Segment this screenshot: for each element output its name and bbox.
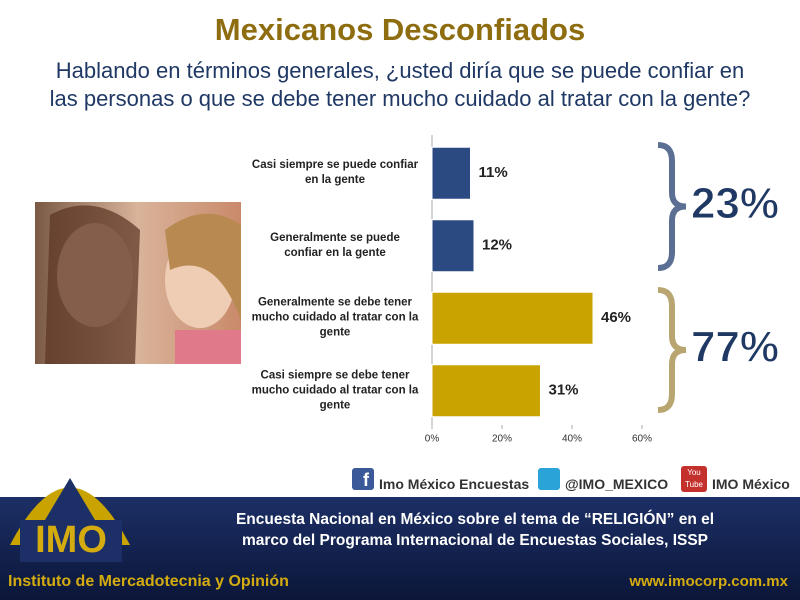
category-label: Casi siempre se puede confiar en la gent… xyxy=(251,159,419,187)
bar xyxy=(431,219,475,273)
footer-survey: marco del Programa Internacional de Encu… xyxy=(241,532,709,549)
bar xyxy=(431,364,541,418)
value-label: 12% xyxy=(482,237,512,254)
value-label: 46% xyxy=(601,309,631,326)
title: Mexicanos Desconfiados xyxy=(214,12,586,47)
youtube-icon-text: Tube xyxy=(685,480,703,489)
footer-website: www.imocorp.com.mx xyxy=(629,573,788,590)
footer-survey: Encuesta Nacional en México sobre el tem… xyxy=(235,511,715,528)
bar xyxy=(431,146,471,200)
category-label: Generalmente se debe tener mucho cuidado… xyxy=(251,296,419,339)
subtitle: las personas o que se debe tener mucho c… xyxy=(49,86,751,111)
photo xyxy=(35,202,241,364)
logo-text: IMO xyxy=(35,519,107,561)
social-youtube: IMO México xyxy=(712,476,790,492)
annotation: 23% xyxy=(691,179,779,228)
subtitle: Hablando en términos generales, ¿usted d… xyxy=(55,58,745,83)
value-label: 11% xyxy=(479,164,508,181)
logo: IMO xyxy=(10,478,130,562)
social-facebook: Imo México Encuestas xyxy=(379,476,530,492)
x-tick-label: 60% xyxy=(632,434,652,445)
annotation: 77% xyxy=(691,323,779,372)
category-label: Casi siempre se debe tener mucho cuidado… xyxy=(251,369,419,412)
x-tick-label: 40% xyxy=(562,434,582,445)
social-icons: f You Tube xyxy=(352,466,707,492)
bar xyxy=(431,291,594,345)
svg-text:f: f xyxy=(363,470,370,490)
value-label: 31% xyxy=(549,382,579,399)
x-tick-label: 20% xyxy=(492,434,512,445)
youtube-icon-text: You xyxy=(687,468,701,477)
category-label: Generalmente se puede confiar en la gent… xyxy=(270,231,400,259)
footer-institute: Instituto de Mercadotecnia y Opinión xyxy=(8,573,289,590)
x-tick-label: 0% xyxy=(425,434,440,445)
brace xyxy=(657,287,687,413)
social-twitter: @IMO_MEXICO xyxy=(565,476,669,492)
footer-band xyxy=(0,497,800,600)
brace xyxy=(657,142,687,271)
